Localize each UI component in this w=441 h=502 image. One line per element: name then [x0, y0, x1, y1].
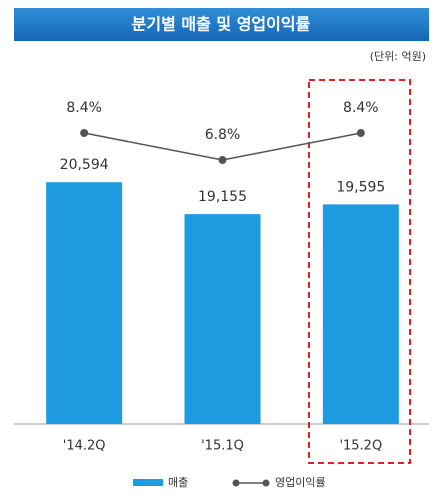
x-tick-label: '15.2Q: [339, 439, 382, 454]
highlight-box: [308, 79, 411, 464]
line-point: [80, 129, 89, 137]
line-value-label: 8.4%: [66, 100, 102, 116]
bar-value-label: 20,594: [60, 157, 109, 173]
legend-swatch: [133, 479, 163, 486]
legend-swatch: [232, 479, 240, 487]
x-tick-label: '14.2Q: [63, 439, 106, 454]
line-point: [218, 156, 227, 164]
line-point: [356, 129, 365, 137]
line-value-label: 8.4%: [343, 100, 379, 116]
legend-label: 매출: [168, 476, 188, 489]
line-value-label: 6.8%: [205, 127, 241, 143]
bar: [322, 204, 399, 424]
title-bar: [14, 8, 429, 41]
bar-value-label: 19,155: [198, 189, 247, 205]
legend-label: 영업이익률: [275, 476, 326, 489]
bar: [46, 182, 123, 424]
unit-label: (단위: 억원): [370, 50, 426, 63]
chart-title: 분기별 매출 및 영업이익률: [132, 15, 311, 34]
bar-value-label: 19,595: [336, 179, 385, 195]
legend-swatch: [262, 479, 270, 487]
x-tick-label: '15.1Q: [201, 439, 244, 454]
bar: [184, 214, 261, 424]
